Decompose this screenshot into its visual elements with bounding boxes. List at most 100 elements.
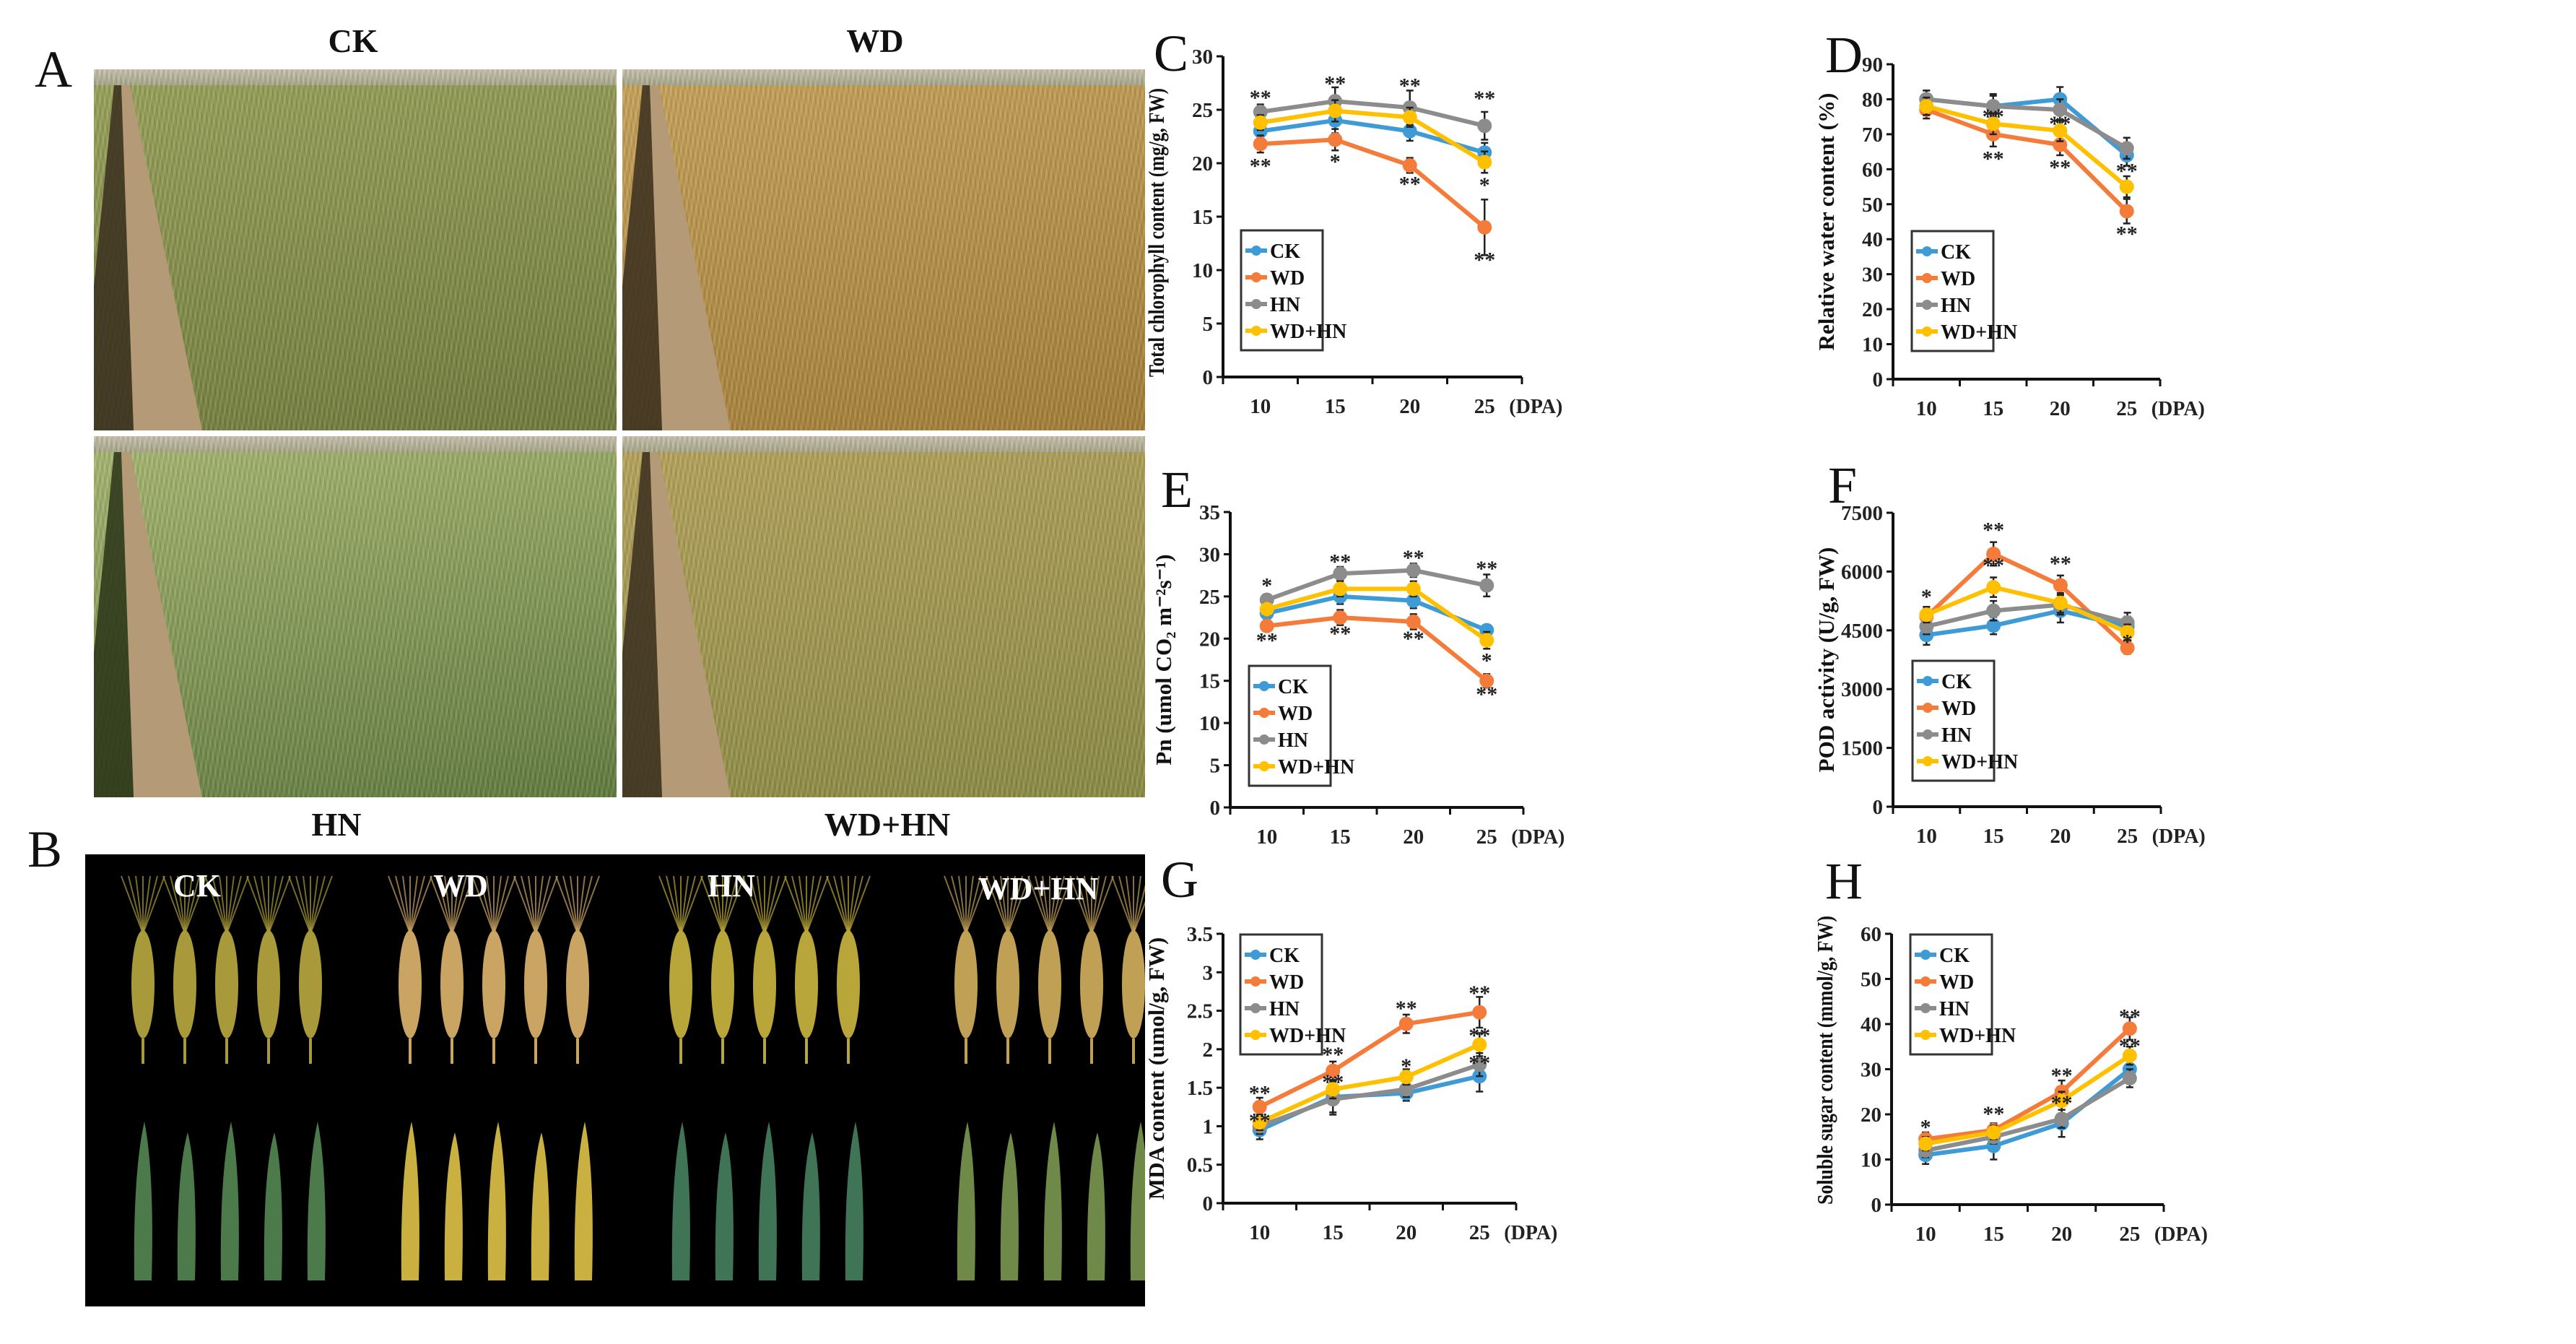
series-wd-hn [1918,1046,2137,1152]
data-point [2120,625,2135,640]
wheat-ear [954,930,978,1039]
awn [226,875,235,935]
significance-marker: ** [1403,546,1424,570]
legend-label: HN [1939,998,1970,1020]
path-shadow [94,85,134,430]
awn [1049,875,1058,935]
awn [1049,875,1065,935]
y-tick-label: 30 [1199,543,1220,566]
wheat-ear [257,930,280,1039]
legend: CK WD HN WD+HN [1240,229,1346,352]
awn [184,875,200,935]
series-wd [1919,100,2134,225]
path-soil [121,85,202,430]
y-tick-label: 20 [1861,1104,1881,1127]
y-tick-label: 10 [1199,712,1220,735]
x-tick-label: 25 [1474,395,1495,418]
ear-label-ck: CK [173,868,221,903]
awn [493,875,516,935]
y-tick-label: 0 [1210,797,1221,820]
data-point [1479,633,1494,648]
awn [1091,875,1107,935]
y-tick-label: 30 [1861,1059,1881,1082]
awn [749,875,765,935]
awn [577,875,593,935]
awn [1007,875,1023,935]
data-point [1479,578,1494,593]
dirt-path [94,85,202,430]
legend-label: HN [1941,724,1972,747]
series-line [1926,602,2128,629]
legend-item: HN [1245,294,1300,316]
awn [303,875,311,935]
flag-leaf [845,1122,863,1280]
awn [246,875,269,935]
significance-marker: ** [1476,682,1497,706]
panel-letter-d: D [1825,26,1863,84]
awn [784,875,807,935]
awn [1007,875,1016,935]
flag-leaf [801,1132,820,1280]
y-tick-label: 20 [1862,298,1883,321]
data-point [2054,1093,2069,1109]
awn [1069,875,1092,935]
data-point [1986,603,2001,618]
data-point [1472,1005,1487,1020]
series-line [1258,1062,1481,1129]
y-tick-label: 1 [1203,1115,1214,1138]
y-tick-label: 2.5 [1187,1000,1213,1023]
significance-marker: ** [1249,1081,1271,1105]
series-line [1925,1076,2131,1153]
data-point [1398,1016,1414,1031]
legend-label: CK [1278,676,1308,698]
legend-marker [1251,246,1261,256]
legend-label: WD+HN [1941,751,2018,773]
awn [261,875,269,935]
panel-letter-c: C [1154,25,1189,82]
legend-label: CK [1939,945,1970,967]
legend-item: WD+HN [1253,756,1354,779]
awn [1126,875,1134,935]
legend-marker [1922,246,1932,256]
series-hn [1919,594,2135,636]
awn [226,875,249,935]
awn [184,875,193,935]
data-point [2122,1021,2137,1036]
data-point [1918,1136,1933,1151]
legend-item: CK [1916,241,1971,264]
significance-marker: ** [2051,1064,2073,1088]
path-soil [121,452,202,797]
data-point [1985,116,2001,131]
awn [658,875,682,935]
flag-leaf [177,1132,196,1280]
awn [409,875,425,935]
panel-letter-e: E [1161,461,1193,519]
awn [562,875,578,935]
legend-item: WD+HN [1916,321,2017,344]
data-point [2122,1048,2137,1063]
significance-marker: ** [1983,105,2004,129]
data-point [2053,102,2068,117]
awn [513,875,536,935]
chart-c: 0 5 10 15 20 25 30 10 15 20 25 (DPA) Total chlorophy… [1144,45,1562,418]
legend-label: CK [1941,241,1971,264]
awn [402,875,411,935]
legend-item: HN [1916,295,1971,317]
significance-marker: * [1261,573,1272,597]
legend: CK WD HN WD+HN [1248,664,1354,787]
legend: CK WD HN WD+HN [1911,659,2018,782]
dirt-path [622,85,731,430]
x-tick-label: 20 [1403,825,1424,849]
y-tick-label: 70 [1862,123,1883,147]
awn [535,875,558,935]
data-point [1333,610,1348,625]
awn [1091,875,1100,935]
chart-g: 0 0.5 1 1.5 2 2.5 3 3.5 10 15 20 25 (DPA) MDA content… [1144,923,1557,1244]
wheat-ear [795,930,818,1039]
y-tick-label: 6000 [1841,560,1883,584]
awn [715,875,723,935]
data-point [1328,103,1343,118]
awn [666,875,682,935]
awn [764,875,787,935]
legend-marker [1259,681,1269,691]
